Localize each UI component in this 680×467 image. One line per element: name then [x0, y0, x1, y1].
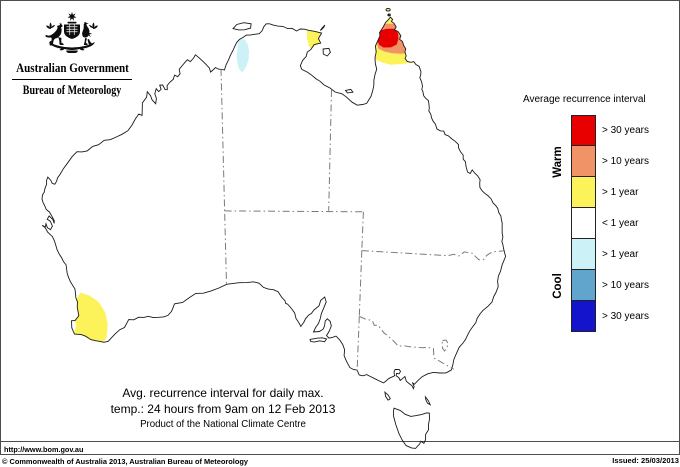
legend-title: Average recurrence interval	[523, 94, 646, 105]
legend-swatch-2	[571, 177, 596, 208]
coastline-group	[41, 7, 507, 449]
patch-nt-blue	[236, 39, 250, 73]
island-king	[384, 391, 391, 401]
legend-label-2: > 1 year	[602, 186, 639, 198]
map-title-line1: Avg. recurrence interval for daily max.	[122, 386, 324, 400]
island-torres-2	[387, 13, 391, 17]
border-qld-nsw	[361, 249, 506, 261]
legend-warm-label: Warm	[551, 145, 564, 178]
legend-label-5: > 10 years	[602, 279, 649, 291]
coat-of-arms-icon	[45, 11, 98, 54]
url-bar: http://www.bom.gov.au	[0, 441, 680, 455]
legend-label-6: > 30 years	[602, 310, 649, 322]
legend-label-4: > 1 year	[602, 248, 639, 260]
coat-of-arms	[41, 11, 103, 54]
border-act	[441, 339, 450, 352]
legend-cool-label: Cool	[551, 272, 564, 299]
island-melville	[232, 22, 252, 31]
state-borders	[220, 68, 506, 371]
footer-strip: © Commonwealth of Australia 2013, Austra…	[0, 456, 680, 467]
tasmania-coastline	[392, 407, 431, 449]
border-nt-sa-qld-horizontal	[224, 210, 364, 213]
copyright-text: © Commonwealth of Australia 2013, Austra…	[2, 457, 248, 466]
issued-date: Issued: 25/03/2013	[612, 456, 679, 465]
island-groote	[322, 47, 331, 57]
border-qld-sa	[361, 211, 364, 251]
legend-label-3: < 1 year	[602, 217, 639, 229]
island-flinders	[424, 395, 432, 406]
patch-cape-red	[377, 28, 399, 48]
legend-swatch-3	[571, 208, 596, 239]
legend-swatch-4	[571, 239, 596, 270]
border-vic-sa	[356, 316, 360, 371]
legend-swatch-1	[571, 146, 596, 177]
logo-bureau-text: Bureau of Meteorology	[22, 83, 122, 97]
island-wessel	[319, 24, 326, 31]
map-title-line2: temp.: 24 hours from 9am on 12 Feb 2013	[110, 402, 336, 416]
island-kangaroo	[309, 337, 328, 343]
legend-label-0: > 30 years	[602, 124, 649, 136]
border-nsw-vic	[359, 315, 454, 370]
map-title: Avg. recurrence interval for daily max. …	[43, 386, 403, 431]
patch-sw-yellow	[70, 292, 108, 347]
legend-swatch-0	[571, 115, 596, 146]
legend-label-1: > 10 years	[602, 155, 649, 167]
legend: Average recurrence interval > 30 years > …	[523, 94, 679, 332]
legend-swatch-6	[571, 301, 596, 332]
mainland-coastline	[41, 16, 507, 390]
border-nt-qld	[328, 89, 332, 211]
border-nsw-sa	[358, 250, 363, 317]
bom-logo: Australian Government Bureau of Meteorol…	[11, 11, 133, 98]
island-torres-1	[385, 7, 391, 12]
logo-government-text: Australian Government	[16, 60, 129, 75]
logo-divider	[12, 79, 132, 80]
island-mornington	[344, 88, 354, 94]
border-wa-nt-sa	[220, 68, 227, 285]
legend-swatch-5	[571, 270, 596, 301]
bom-url: http://www.bom.gov.au	[4, 445, 84, 454]
map-title-line3: Product of the National Climate Centre	[140, 418, 306, 430]
